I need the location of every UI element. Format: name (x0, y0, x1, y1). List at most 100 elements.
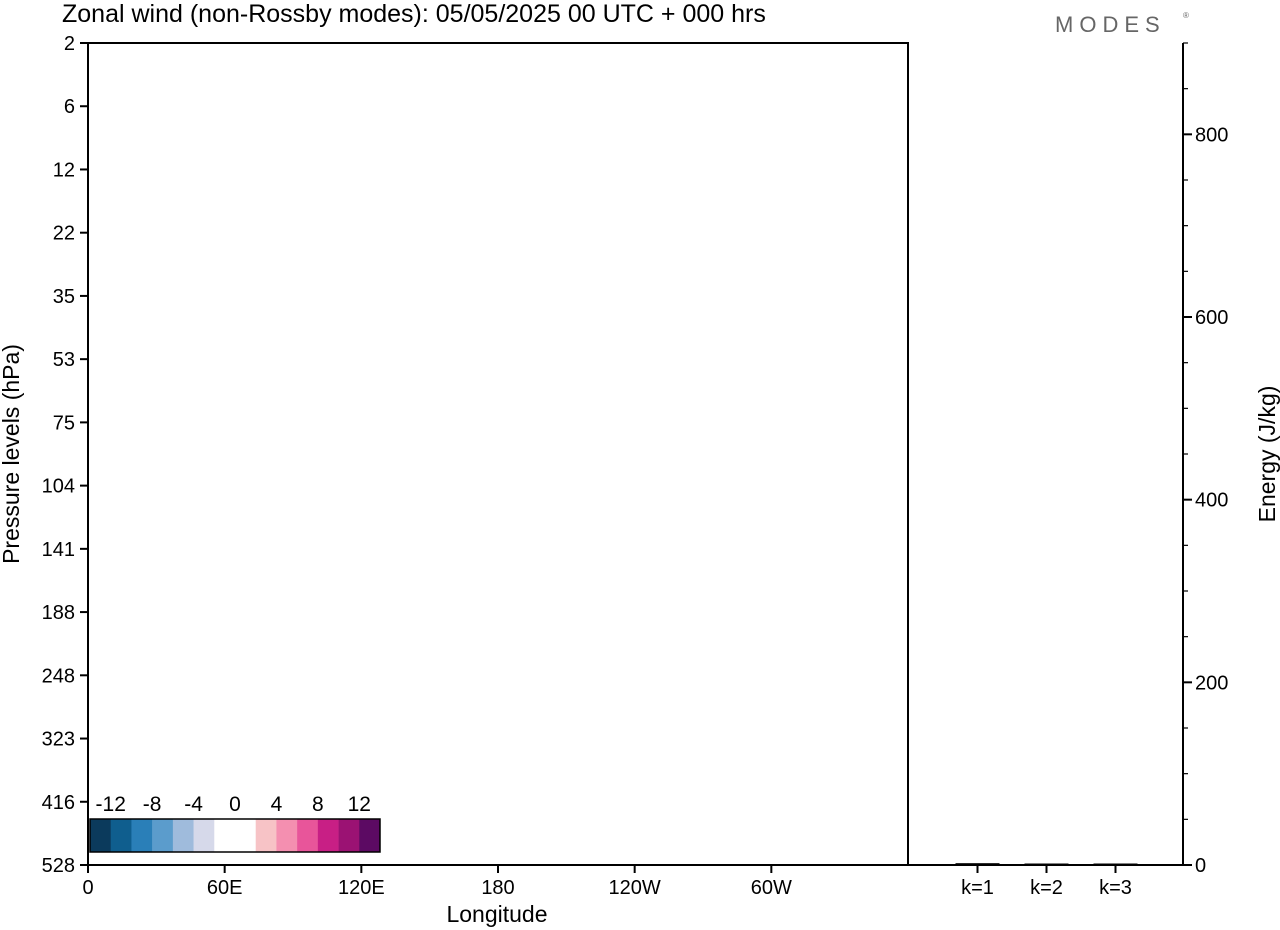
contour-blob (813, 464, 908, 557)
contour-field (88, 43, 908, 767)
contour-level (314, 56, 431, 131)
contour-blob (385, 710, 474, 767)
colorbar-swatch (193, 819, 215, 852)
colorbar-swatch (297, 819, 319, 852)
x-tick-label: 120E (338, 877, 385, 899)
y-tick-label: 104 (42, 476, 75, 498)
contour-level (88, 110, 179, 203)
y-axis-label: Pressure levels (hPa) (0, 344, 24, 564)
contour-blob (317, 179, 406, 236)
contour-blob (635, 445, 780, 538)
energy-panel: 0 200 400 600 800 k=1 k=2 k=3 Energy (J/kg) (908, 42, 1280, 899)
colorbar-label: 0 (229, 793, 241, 816)
colorbar: -12 -8 -4 0 4 8 12 (88, 783, 410, 865)
x-tick-label: 120W (609, 877, 661, 899)
colorbar-label: -4 (184, 793, 203, 816)
colorbar-swatch (90, 819, 112, 852)
x-axis: 0 60E 120E 180 120W 60W (82, 865, 792, 899)
logo-registered-mark: ® (1183, 11, 1189, 20)
colorbar-swatch (317, 819, 339, 852)
y-tick-label: 75 (53, 412, 75, 434)
energy-tick-label: 600 (1195, 307, 1228, 329)
energy-category-label: k=2 (1030, 877, 1063, 899)
modes-logo: MODES (1055, 12, 1166, 37)
energy-category-label: k=1 (961, 877, 994, 899)
contour-blob (246, 587, 363, 662)
contour-level (180, 666, 269, 723)
y-tick-label: 323 (42, 729, 75, 751)
contour-blob (727, 615, 816, 672)
x-tick-label: 60E (207, 877, 243, 899)
y-tick-label: 6 (64, 96, 75, 118)
contour-level (317, 179, 406, 236)
contour-level (90, 446, 291, 575)
contour-blob (332, 576, 505, 687)
contour-level (727, 615, 816, 672)
energy-y-axis: 0 200 400 600 800 (1183, 42, 1228, 877)
contour-level (795, 217, 884, 274)
x-tick-label: 60W (751, 877, 792, 899)
y-tick-label: 528 (42, 855, 75, 877)
y-tick-label: 53 (53, 349, 75, 371)
colorbar-swatch (359, 819, 381, 852)
contour-level (635, 445, 780, 538)
colorbar-label: -12 (96, 793, 126, 816)
energy-tick-label: 0 (1195, 855, 1206, 877)
energy-bar (1093, 863, 1138, 865)
contour-level (164, 43, 309, 108)
colorbar-swatch (338, 819, 360, 852)
x-axis-label: Longitude (446, 901, 547, 927)
contour-level (476, 154, 565, 211)
colorbar-swatch (131, 819, 153, 852)
contour-level (813, 464, 908, 557)
contour-blob (314, 56, 431, 131)
contour-blob (476, 647, 565, 704)
contour-level (385, 710, 474, 767)
colorbar-swatch (276, 819, 298, 852)
energy-x-axis: k=1 k=2 k=3 (961, 865, 1132, 899)
colorbar-label: -8 (143, 793, 162, 816)
contour-level (496, 277, 613, 352)
energy-bar (955, 863, 1000, 865)
contour-level (476, 647, 565, 704)
energy-category-label: k=3 (1099, 877, 1132, 899)
x-tick-label: 180 (481, 877, 514, 899)
colorbar-label: 4 (271, 793, 283, 816)
contour-blob (727, 103, 816, 160)
colorbar-swatch (214, 819, 236, 852)
energy-tick-label: 800 (1195, 124, 1228, 146)
contour-blob (88, 110, 179, 203)
contour-blob (522, 609, 611, 666)
colorbar-swatch (110, 819, 132, 852)
y-tick-label: 416 (42, 792, 75, 814)
chart-title: Zonal wind (non-Rossby modes): 05/05/202… (62, 0, 766, 28)
y-tick-label: 2 (64, 33, 75, 55)
colorbar-swatch (255, 819, 277, 852)
y-axis: 2 6 12 22 35 53 75 104 141 188 248 323 416 528 (42, 33, 88, 877)
energy-axis-label: Energy (J/kg) (1254, 386, 1280, 523)
contour-blob (594, 43, 711, 118)
contour-blob (88, 243, 172, 336)
colorbar-label: 8 (312, 793, 324, 816)
y-tick-label: 12 (53, 159, 75, 181)
y-tick-label: 35 (53, 286, 75, 308)
energy-tick-label: 200 (1195, 672, 1228, 694)
colorbar-frame (89, 818, 381, 853)
heatmap-panel: -12 -8 -4 0 4 8 12 0 60E 120E 180 120W 60W 2 6 12 22 35… (0, 33, 909, 927)
contour-level (332, 576, 505, 687)
contour-blob (496, 277, 613, 352)
contour-level (772, 65, 861, 122)
contour-level (88, 547, 179, 640)
contour-level (246, 587, 363, 662)
colorbar-swatch (235, 819, 257, 852)
colorbar-swatch (152, 819, 174, 852)
y-tick-label: 141 (42, 539, 75, 561)
colorbar-swatch (172, 819, 194, 852)
contour-blob (88, 547, 179, 640)
contour-blob (636, 331, 725, 388)
y-tick-label: 22 (53, 223, 75, 245)
colorbar-label: 12 (348, 793, 371, 816)
contour-blob (795, 217, 884, 274)
contour-level (727, 103, 816, 160)
